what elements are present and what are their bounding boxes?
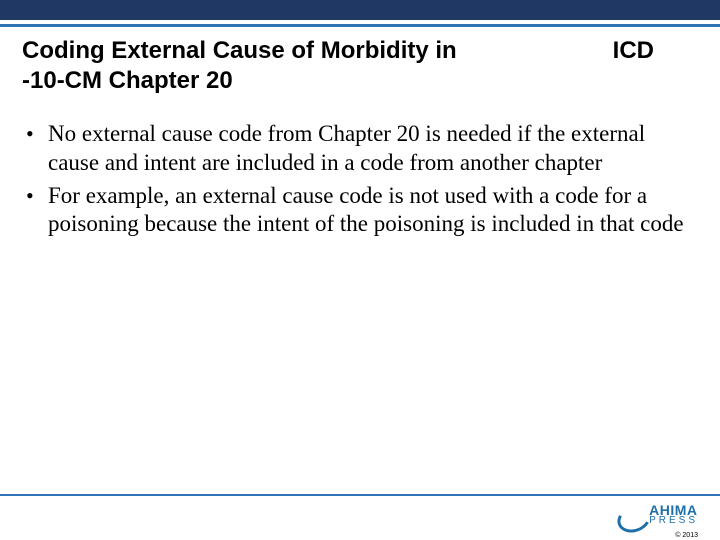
bullet-text: For example, an external cause code is n… — [48, 183, 684, 237]
bottom-rule — [0, 494, 720, 496]
logo-sub: PRESS — [649, 517, 698, 525]
slide-body: No external cause code from Chapter 20 i… — [22, 120, 698, 243]
top-rule — [0, 24, 720, 27]
bullet-item: For example, an external cause code is n… — [22, 182, 698, 240]
title-line1-left: Coding External Cause of Morbidity in — [22, 37, 457, 64]
top-bar — [0, 0, 720, 20]
ahima-logo: AHIMA PRESS — [617, 500, 698, 530]
bullet-text: No external cause code from Chapter 20 i… — [48, 121, 645, 175]
title-line2: -10-CM Chapter 20 — [22, 67, 233, 94]
title-line1-right: ICD — [613, 36, 654, 66]
copyright: © 2013 — [675, 532, 698, 539]
bullet-item: No external cause code from Chapter 20 i… — [22, 120, 698, 178]
slide-title: Coding External Cause of Morbidity in -1… — [22, 36, 698, 96]
logo-swoosh-icon — [617, 502, 647, 528]
